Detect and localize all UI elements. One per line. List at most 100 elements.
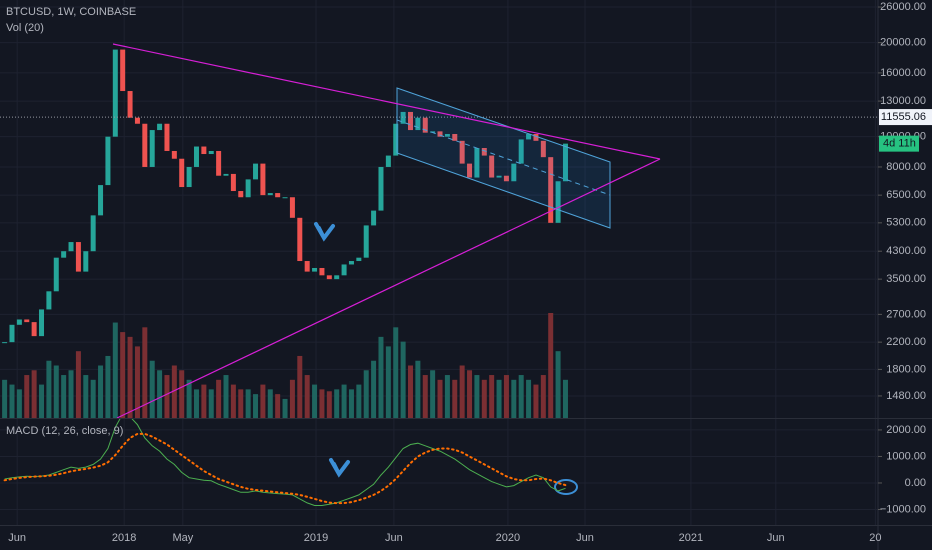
volume-bar <box>437 379 443 418</box>
indicator-title: MACD (12, 26, close, 9) <box>6 425 123 437</box>
volume-bar <box>112 322 118 418</box>
x-tick-label: Jun <box>576 532 594 544</box>
candle-body <box>304 261 310 272</box>
x-tick-label: 2018 <box>112 532 136 544</box>
candle-body <box>61 251 67 258</box>
candle-body <box>127 91 133 118</box>
candle-body <box>459 140 465 164</box>
y-tick-label: 20000.00 <box>880 37 926 49</box>
candle-body <box>216 150 222 176</box>
volume-bar <box>260 384 266 418</box>
candle-body <box>24 319 30 323</box>
volume-bar <box>540 375 546 418</box>
volume-bar <box>253 394 259 418</box>
volume-bar <box>39 384 45 418</box>
volume-bar <box>238 389 244 418</box>
candle-body <box>68 242 74 252</box>
y-tick-label: 2700.00 <box>886 308 926 320</box>
candle-body <box>371 210 377 226</box>
candle-body <box>275 193 281 198</box>
candle-body <box>90 215 96 252</box>
volume-bar <box>179 370 185 418</box>
candle-body <box>562 143 568 182</box>
y-tick-label: 0.00 <box>905 477 926 489</box>
candle-body <box>407 111 413 131</box>
candle-body <box>142 123 148 167</box>
macd-line <box>3 432 567 505</box>
candle-body <box>75 242 81 272</box>
candle-body <box>326 275 332 280</box>
volume-bar <box>275 394 281 418</box>
y-tick-label: 1480.00 <box>886 390 926 402</box>
candle-body <box>186 166 192 188</box>
volume-bar <box>518 375 524 418</box>
volume-bar <box>9 384 15 418</box>
candle-body <box>112 49 118 137</box>
x-tick-label: 2020 <box>496 532 520 544</box>
volume-bar <box>245 389 251 418</box>
volume-bar <box>297 355 303 418</box>
countdown-box <box>879 135 919 152</box>
volume-bar <box>341 384 347 418</box>
candle-body <box>341 264 347 276</box>
x-tick-label: Jun <box>385 532 403 544</box>
volume-bar <box>61 375 67 418</box>
candle-body <box>430 131 436 133</box>
candle-body <box>452 133 458 141</box>
volume-bar <box>452 379 458 418</box>
arrow-icon <box>314 222 335 242</box>
candle-body <box>415 117 421 131</box>
candle-body <box>334 275 340 280</box>
volume-bar <box>304 375 310 418</box>
volume-bar <box>503 375 509 418</box>
volume-bar <box>230 384 236 418</box>
candle-body <box>179 158 185 188</box>
y-tick-label: 26000.00 <box>880 1 926 13</box>
volume-bar <box>164 375 170 418</box>
candle-body <box>319 267 325 276</box>
volume-bar <box>157 370 163 418</box>
candle-body <box>171 150 177 159</box>
volume-bar <box>400 341 406 418</box>
grid <box>0 0 878 525</box>
candle-body <box>363 225 369 258</box>
volume-bar <box>216 379 222 418</box>
volume-bar <box>312 384 318 418</box>
volume-bar <box>75 351 81 418</box>
candle-body <box>134 117 140 124</box>
volume-bar <box>548 313 554 418</box>
candle-body <box>282 197 288 199</box>
volume-bar <box>282 398 288 418</box>
last-price-box <box>879 109 932 126</box>
y-tick-label: −1000.00 <box>880 503 926 515</box>
volume-bar <box>385 346 391 418</box>
candle-body <box>467 163 473 178</box>
macd-pane <box>3 419 567 506</box>
volume-bar <box>83 375 89 418</box>
trend-line <box>112 43 661 160</box>
volume-bar <box>526 379 532 418</box>
last-price-label: 11555.06 <box>881 111 926 123</box>
drawings <box>112 43 661 495</box>
volume-bar <box>120 332 126 418</box>
volume-bar <box>267 389 273 418</box>
volume-bar <box>474 375 480 418</box>
volume-bar <box>208 389 214 418</box>
candle-body <box>496 175 502 178</box>
volume-bar <box>24 375 30 418</box>
candle-body <box>120 49 126 92</box>
y-tick-label: 1800.00 <box>886 363 926 375</box>
y-tick-label: 4300.00 <box>886 245 926 257</box>
candle-body <box>356 257 362 262</box>
candle-body <box>2 342 8 344</box>
candle-body <box>481 147 487 156</box>
candle-body <box>312 267 318 272</box>
volume-bar <box>90 379 96 418</box>
candle-body <box>245 179 251 198</box>
channel-midline <box>396 119 611 196</box>
volume-bar <box>149 360 155 418</box>
candle-body <box>201 146 207 155</box>
candle-body <box>39 309 45 337</box>
